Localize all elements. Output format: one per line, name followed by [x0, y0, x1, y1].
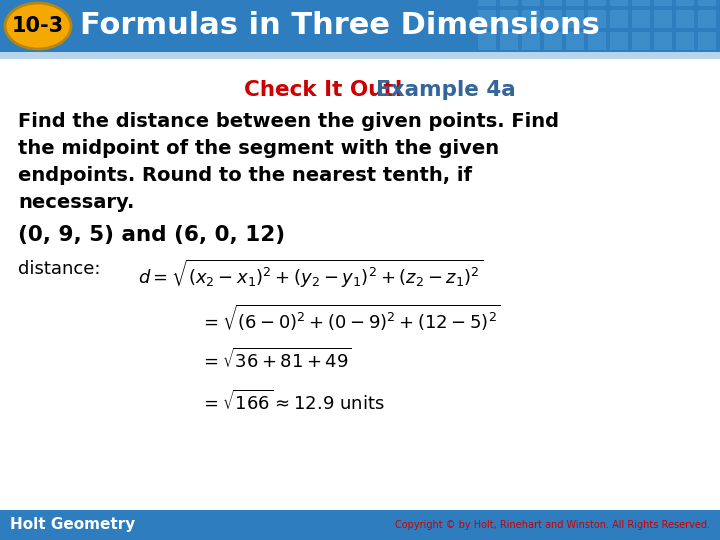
- FancyBboxPatch shape: [632, 10, 650, 28]
- FancyBboxPatch shape: [478, 32, 496, 50]
- FancyBboxPatch shape: [698, 32, 716, 50]
- FancyBboxPatch shape: [0, 0, 720, 52]
- FancyBboxPatch shape: [522, 0, 540, 6]
- FancyBboxPatch shape: [544, 32, 562, 50]
- FancyBboxPatch shape: [500, 10, 518, 28]
- FancyBboxPatch shape: [676, 0, 694, 6]
- FancyBboxPatch shape: [698, 10, 716, 28]
- FancyBboxPatch shape: [500, 32, 518, 50]
- FancyBboxPatch shape: [588, 0, 606, 6]
- FancyBboxPatch shape: [478, 10, 496, 28]
- Text: the midpoint of the segment with the given: the midpoint of the segment with the giv…: [18, 139, 499, 158]
- FancyBboxPatch shape: [610, 32, 628, 50]
- Text: Copyright © by Holt, Rinehart and Winston. All Rights Reserved.: Copyright © by Holt, Rinehart and Winsto…: [395, 520, 710, 530]
- FancyBboxPatch shape: [0, 510, 720, 540]
- Text: $d = \sqrt{(x_2 - x_1)^2 + (y_2 - y_1)^2 + (z_2 - z_1)^2}$: $d = \sqrt{(x_2 - x_1)^2 + (y_2 - y_1)^2…: [138, 258, 484, 291]
- FancyBboxPatch shape: [522, 32, 540, 50]
- FancyBboxPatch shape: [544, 0, 562, 6]
- FancyBboxPatch shape: [654, 0, 672, 6]
- FancyBboxPatch shape: [610, 0, 628, 6]
- FancyBboxPatch shape: [588, 10, 606, 28]
- Text: necessary.: necessary.: [18, 193, 135, 212]
- FancyBboxPatch shape: [632, 32, 650, 50]
- FancyBboxPatch shape: [566, 0, 584, 6]
- Text: distance:: distance:: [18, 260, 101, 278]
- FancyBboxPatch shape: [654, 32, 672, 50]
- FancyBboxPatch shape: [544, 10, 562, 28]
- FancyBboxPatch shape: [588, 32, 606, 50]
- FancyBboxPatch shape: [500, 0, 518, 6]
- Text: endpoints. Round to the nearest tenth, if: endpoints. Round to the nearest tenth, i…: [18, 166, 472, 185]
- Text: $= \sqrt{(6-0)^2 + (0-9)^2 + (12-5)^2}$: $= \sqrt{(6-0)^2 + (0-9)^2 + (12-5)^2}$: [200, 303, 501, 333]
- FancyBboxPatch shape: [610, 10, 628, 28]
- FancyBboxPatch shape: [676, 10, 694, 28]
- Text: Formulas in Three Dimensions: Formulas in Three Dimensions: [80, 11, 600, 40]
- FancyBboxPatch shape: [566, 10, 584, 28]
- Text: Holt Geometry: Holt Geometry: [10, 517, 135, 532]
- FancyBboxPatch shape: [478, 0, 496, 6]
- Text: $= \sqrt{36 + 81 + 49}$: $= \sqrt{36 + 81 + 49}$: [200, 348, 352, 372]
- FancyBboxPatch shape: [522, 10, 540, 28]
- FancyBboxPatch shape: [632, 0, 650, 6]
- Text: $= \sqrt{166} \approx 12.9 \ \mathrm{units}$: $= \sqrt{166} \approx 12.9 \ \mathrm{uni…: [200, 390, 384, 414]
- Ellipse shape: [5, 3, 71, 49]
- FancyBboxPatch shape: [676, 32, 694, 50]
- FancyBboxPatch shape: [0, 52, 720, 59]
- Text: Find the distance between the given points. Find: Find the distance between the given poin…: [18, 112, 559, 131]
- FancyBboxPatch shape: [698, 0, 716, 6]
- FancyBboxPatch shape: [0, 59, 720, 510]
- Text: 10-3: 10-3: [12, 16, 64, 36]
- Text: Check It Out!: Check It Out!: [244, 80, 403, 100]
- Text: Example 4a: Example 4a: [376, 80, 516, 100]
- Text: (0, 9, 5) and (6, 0, 12): (0, 9, 5) and (6, 0, 12): [18, 225, 285, 245]
- FancyBboxPatch shape: [654, 10, 672, 28]
- FancyBboxPatch shape: [566, 32, 584, 50]
